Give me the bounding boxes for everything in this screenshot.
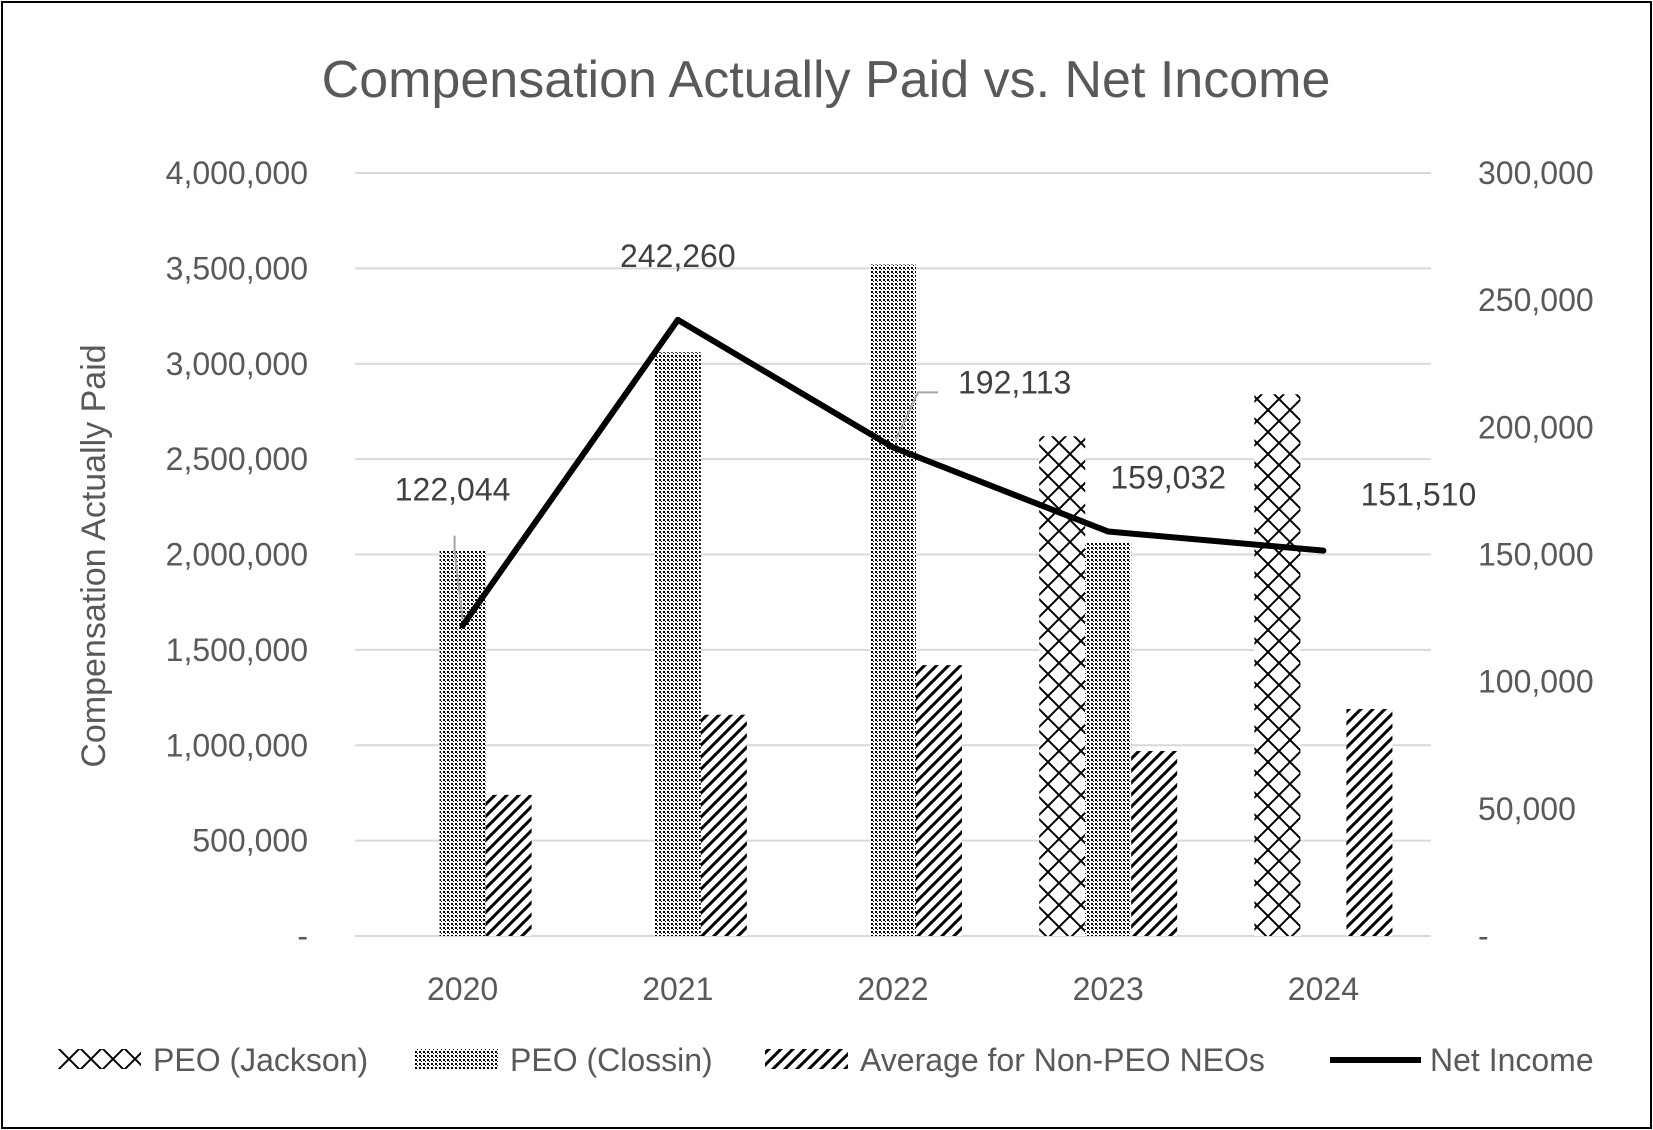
chart-title: Compensation Actually Paid vs. Net Incom… (322, 51, 1331, 109)
net-income-data-label: 192,113 (958, 364, 1071, 400)
y2-tick-label: 250,000 (1478, 282, 1594, 318)
net-income-point (1107, 530, 1110, 533)
x-tick-label: 2020 (427, 971, 498, 1007)
net-income-point (892, 446, 894, 449)
x-tick-label: 2022 (857, 971, 928, 1007)
bar-diagonal (700, 714, 747, 936)
x-axis-ticks: 2020 2021 2022 2023 2024 (427, 971, 1359, 1007)
data-labels: 122,044 242,260 192,113 159,032 151,510 (395, 238, 1476, 620)
bar-dots (1085, 543, 1132, 936)
y2-tick-label: - (1478, 918, 1489, 954)
net-income-point (676, 318, 679, 321)
x-tick-label: 2021 (642, 971, 713, 1007)
net-income-data-label: 159,032 (1110, 460, 1226, 496)
legend-item-non-peo-neos: Average for Non-PEO NEOs (765, 1042, 1265, 1078)
leader-line (453, 535, 464, 620)
net-income-point (461, 624, 464, 627)
legend-label-non-peo-neos: Average for Non-PEO NEOs (860, 1042, 1265, 1078)
x-tick-label: 2024 (1288, 971, 1359, 1007)
bar-diagonal (485, 794, 532, 936)
bar-crosshatch (1254, 394, 1301, 936)
net-income-data-label: 122,044 (395, 472, 511, 508)
net-income-data-label: 151,510 (1361, 477, 1477, 513)
y-tick-label: 4,000,000 (166, 155, 308, 191)
bars (439, 264, 1393, 936)
y-tick-label: 3,500,000 (166, 250, 308, 286)
y-tick-label: 1,000,000 (166, 727, 308, 763)
y-tick-label: 2,000,000 (166, 537, 308, 573)
bar-diagonal (1346, 709, 1393, 936)
y-axis-title: Compensation Actually Paid (75, 344, 113, 767)
y-tick-label: - (297, 918, 308, 954)
y2-tick-label: 300,000 (1478, 155, 1594, 191)
chart-svg: Compensation Actually Paid vs. Net Incom… (58, 51, 1594, 1078)
legend-item-net-income: Net Income (1330, 1042, 1594, 1078)
bar-diagonal (916, 665, 962, 936)
legend-label-peo-clossin: PEO (Clossin) (510, 1042, 713, 1078)
net-income-data-label: 242,260 (620, 238, 736, 274)
legend-item-peo-jackson: PEO (Jackson) (58, 1042, 368, 1078)
bar-diagonal (1131, 750, 1178, 936)
y2-tick-label: 150,000 (1478, 537, 1594, 573)
y-tick-label: 500,000 (192, 823, 308, 859)
legend: PEO (Jackson) PEO (Clossin) Average for … (58, 1042, 1594, 1078)
y2-axis-ticks: - 50,000 100,000 150,000 200,000 250,000 300,0… (1478, 155, 1594, 954)
bar-dots (870, 264, 916, 936)
y2-tick-label: 100,000 (1478, 664, 1594, 700)
net-income-point (1322, 549, 1325, 552)
net-income-line-group (459, 316, 1327, 629)
legend-swatch-dots (415, 1049, 498, 1069)
x-tick-label: 2023 (1073, 971, 1144, 1007)
y-tick-label: 3,000,000 (166, 346, 308, 382)
y-axis-ticks: - 500,000 1,000,000 1,500,000 2,000,000 2,500… (166, 155, 308, 954)
y-tick-label: 1,500,000 (166, 632, 308, 668)
legend-swatch-diagonal (765, 1049, 848, 1069)
legend-label-net-income: Net Income (1430, 1042, 1594, 1078)
legend-swatch-crosshatch (58, 1049, 141, 1069)
leader-line (894, 391, 938, 442)
y2-tick-label: 50,000 (1478, 791, 1576, 827)
y2-tick-label: 200,000 (1478, 409, 1594, 445)
legend-item-peo-clossin: PEO (Clossin) (415, 1042, 713, 1078)
bar-dots (654, 352, 701, 936)
bar-dots (439, 550, 486, 936)
y-tick-label: 2,500,000 (166, 441, 308, 477)
legend-label-peo-jackson: PEO (Jackson) (153, 1042, 368, 1078)
